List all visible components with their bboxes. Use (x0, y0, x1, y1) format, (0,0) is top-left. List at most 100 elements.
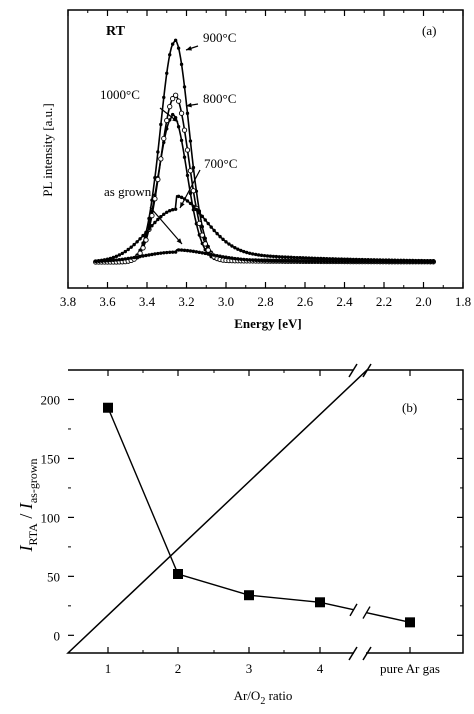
series-point (132, 242, 136, 247)
series-point (168, 209, 172, 213)
series-point (212, 253, 216, 257)
series-point (248, 251, 252, 255)
panel-a-xlabel: Energy [eV] (234, 316, 302, 331)
x-tick-label: 3.6 (99, 294, 116, 309)
series-point (200, 225, 204, 229)
panel-a-x-ticks: 3.8 3.6 3.4 3.2 3.0 2.8 2.6 2.4 2.2 2.0 1.8 (60, 10, 471, 309)
series-point (162, 95, 166, 100)
series-point (286, 255, 290, 259)
series-point (203, 218, 207, 222)
series-point (165, 210, 169, 214)
series-line-segment (365, 611, 411, 624)
data-point-square (173, 568, 183, 579)
series-point (111, 258, 116, 263)
series-point (149, 212, 155, 219)
panel-a-pl-spectra: RT (a) Energy [eV] PL intensity [a.u.] 3… (40, 9, 471, 331)
series-label-arrow (179, 169, 201, 209)
series-point (117, 253, 122, 257)
series-point (156, 251, 160, 256)
series-point (172, 92, 179, 98)
x-tick-label: 3.4 (139, 294, 156, 309)
x-tick-label: 2.8 (257, 294, 273, 309)
series-point (141, 233, 145, 238)
series-point (168, 53, 172, 57)
series-point (345, 259, 350, 264)
series-point (280, 255, 284, 259)
series-point (132, 255, 136, 260)
series-point (114, 254, 119, 259)
series-point (268, 254, 273, 258)
series-point (206, 221, 210, 226)
series-point (196, 220, 202, 227)
series-point (230, 256, 234, 260)
series-point (120, 257, 125, 262)
series-point (283, 255, 287, 259)
series-label: as grown (104, 184, 152, 199)
series-point (194, 250, 199, 254)
series-point (393, 260, 397, 264)
series-point (310, 259, 314, 264)
series-point (152, 196, 158, 202)
series-point (170, 95, 176, 102)
series-point (188, 201, 193, 206)
series-point (375, 259, 379, 264)
series-point (256, 253, 261, 257)
series-point (165, 250, 169, 255)
series-point (123, 249, 127, 254)
series-point (179, 248, 184, 252)
series-point (233, 256, 237, 261)
series-point (176, 125, 181, 129)
series-point (150, 224, 154, 228)
series-point (164, 117, 170, 124)
series-point (289, 259, 293, 263)
x-tick-label: 3.0 (218, 294, 234, 309)
series-point (212, 228, 216, 233)
series-point (161, 135, 167, 142)
panel-a-frame (67, 9, 464, 289)
series-point (239, 257, 243, 261)
series-label-arrowhead (180, 202, 185, 208)
series-point (402, 260, 406, 264)
series-point (165, 71, 169, 76)
series-point (416, 260, 421, 264)
axis-break-bottom (348, 646, 372, 661)
series-point (209, 252, 213, 257)
series-point (336, 259, 341, 264)
series-point (215, 231, 219, 236)
series-point (170, 250, 175, 254)
series-point (431, 260, 436, 264)
series-point (144, 253, 148, 258)
series-point (250, 258, 255, 262)
series-point (184, 147, 191, 153)
data-point-square (405, 617, 415, 628)
series-point (182, 85, 187, 89)
series-point (182, 155, 187, 159)
panel-a-annotation: RT (106, 24, 126, 39)
panel-b-ticks: 0 50 100 150 200 1 2 3 4 pure Ar gas (41, 370, 463, 676)
series-as-grown (93, 248, 436, 264)
series-point (135, 255, 139, 259)
series-point (200, 214, 204, 219)
y-tick-label: 100 (41, 510, 61, 525)
series-point (325, 259, 329, 264)
series-point (277, 259, 282, 263)
series-point (153, 220, 157, 225)
series-point (357, 259, 362, 264)
series-point (351, 259, 356, 264)
series-point (289, 255, 293, 260)
series-point (390, 259, 394, 264)
series-point (179, 195, 184, 200)
panel-b-xlabel: Ar/O2 ratio (234, 688, 293, 707)
series-900-c (93, 38, 436, 264)
series-point (188, 191, 193, 196)
series-point (363, 259, 367, 264)
series-point (262, 253, 267, 258)
series-point (262, 259, 267, 263)
series-point (93, 259, 98, 264)
series-point (117, 257, 122, 262)
series-point (206, 252, 210, 256)
series-label-arrowhead (172, 116, 178, 122)
series-point (170, 208, 175, 212)
series-point (144, 230, 148, 235)
series-point (313, 259, 317, 264)
